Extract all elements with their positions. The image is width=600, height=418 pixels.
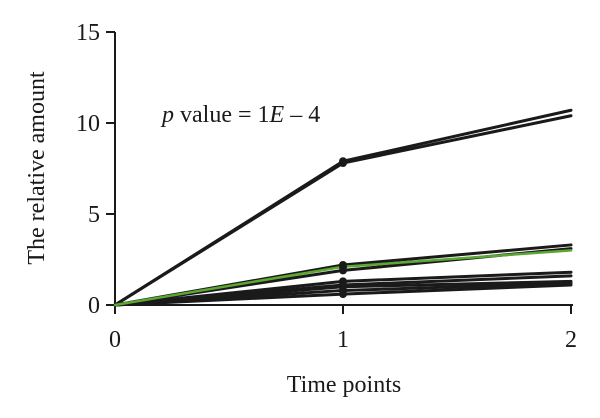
y-tick-label: 5 — [88, 202, 100, 228]
x-tick-label: 1 — [337, 327, 349, 353]
p-value-text: value = 1 — [174, 102, 270, 128]
p-value-annotation: p value = 1E – 4 — [160, 102, 320, 128]
data-point-marker — [339, 290, 347, 299]
p-value-exponent: – 4 — [284, 102, 320, 128]
x-tick-label: 2 — [565, 327, 577, 353]
x-axis-label: Time points — [287, 372, 401, 398]
p-symbol: p — [160, 102, 174, 128]
y-axis-label: The relative amount — [24, 71, 50, 265]
data-point-marker — [339, 159, 347, 168]
x-tick-label: 0 — [109, 327, 121, 353]
e-symbol: E — [269, 102, 285, 128]
data-point-marker — [339, 262, 347, 271]
y-tick-label: 10 — [76, 111, 100, 137]
y-tick-label: 15 — [76, 20, 100, 46]
y-tick-label: 0 — [88, 293, 100, 319]
series-group — [113, 108, 573, 307]
series-line-2 — [113, 114, 573, 307]
ticks: 0 5 10 15 0 1 2 — [76, 20, 577, 353]
